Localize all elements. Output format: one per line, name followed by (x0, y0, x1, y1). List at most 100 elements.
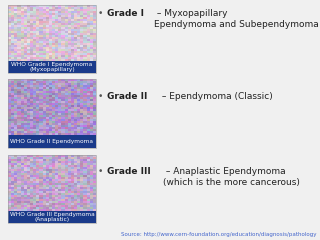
Bar (68, 159, 71, 161)
Bar (84, 25, 87, 27)
Bar (36, 123, 40, 125)
Bar (49, 79, 52, 81)
Bar (30, 129, 33, 131)
Bar (84, 201, 87, 203)
Bar (8, 155, 11, 157)
Bar (8, 5, 11, 7)
Bar (80, 33, 84, 35)
Bar (33, 49, 36, 51)
Bar (39, 11, 43, 13)
Bar (68, 45, 71, 47)
Bar (80, 161, 84, 163)
Bar (11, 95, 14, 97)
Bar (8, 85, 11, 87)
Bar (93, 47, 96, 49)
Bar (77, 55, 80, 57)
Bar (84, 191, 87, 193)
Bar (52, 5, 55, 7)
Bar (52, 81, 55, 83)
Bar (58, 85, 61, 87)
Bar (84, 5, 87, 7)
Bar (46, 29, 49, 31)
Bar (11, 129, 14, 131)
Bar (17, 45, 21, 47)
Bar (68, 179, 71, 181)
Bar (8, 23, 11, 25)
Bar (71, 193, 74, 195)
Bar (36, 187, 40, 189)
Bar (65, 99, 68, 101)
Bar (49, 131, 52, 133)
Bar (36, 99, 40, 101)
Bar (11, 85, 14, 87)
Bar (17, 103, 21, 105)
Bar (61, 205, 65, 207)
Bar (49, 49, 52, 51)
Bar (58, 173, 61, 175)
Bar (61, 121, 65, 123)
Bar (30, 31, 33, 33)
Bar (49, 25, 52, 27)
Bar (39, 155, 43, 157)
Bar (14, 87, 18, 89)
Bar (43, 181, 46, 183)
Bar (71, 103, 74, 105)
Bar (30, 33, 33, 35)
Bar (8, 205, 11, 207)
Bar (33, 23, 36, 25)
Bar (55, 163, 59, 165)
Bar (61, 79, 65, 81)
Bar (30, 13, 33, 15)
Bar (87, 117, 90, 119)
Bar (65, 119, 68, 121)
Bar (68, 109, 71, 111)
Bar (87, 185, 90, 187)
Bar (49, 207, 52, 209)
Bar (33, 81, 36, 83)
Bar (8, 109, 11, 111)
Bar (87, 157, 90, 159)
Bar (77, 119, 80, 121)
Bar (55, 197, 59, 199)
Text: Grade II: Grade II (107, 92, 147, 101)
Bar (33, 19, 36, 21)
Bar (87, 169, 90, 171)
Bar (90, 201, 93, 203)
Bar (77, 97, 80, 99)
Bar (87, 43, 90, 45)
Bar (11, 37, 14, 39)
Bar (52, 111, 55, 113)
Bar (39, 199, 43, 201)
Bar (46, 97, 49, 99)
Bar (61, 53, 65, 55)
Bar (46, 191, 49, 193)
Bar (77, 15, 80, 17)
Bar (55, 155, 59, 157)
Bar (27, 129, 30, 131)
Bar (20, 7, 24, 9)
Bar (74, 117, 77, 119)
Bar (14, 91, 18, 93)
Bar (93, 43, 96, 45)
Bar (80, 97, 84, 99)
Bar (55, 13, 59, 15)
Bar (39, 9, 43, 11)
Bar (11, 193, 14, 195)
Bar (55, 17, 59, 19)
Bar (55, 119, 59, 121)
Bar (46, 185, 49, 187)
Bar (20, 25, 24, 27)
Bar (24, 53, 27, 55)
Bar (8, 157, 11, 159)
Bar (90, 37, 93, 39)
Bar (87, 111, 90, 113)
Bar (24, 31, 27, 33)
Bar (33, 197, 36, 199)
Bar (11, 39, 14, 41)
Bar (77, 35, 80, 37)
Bar (33, 125, 36, 127)
Bar (11, 81, 14, 83)
Bar (52, 45, 55, 47)
Bar (43, 161, 46, 163)
Bar (77, 49, 80, 51)
